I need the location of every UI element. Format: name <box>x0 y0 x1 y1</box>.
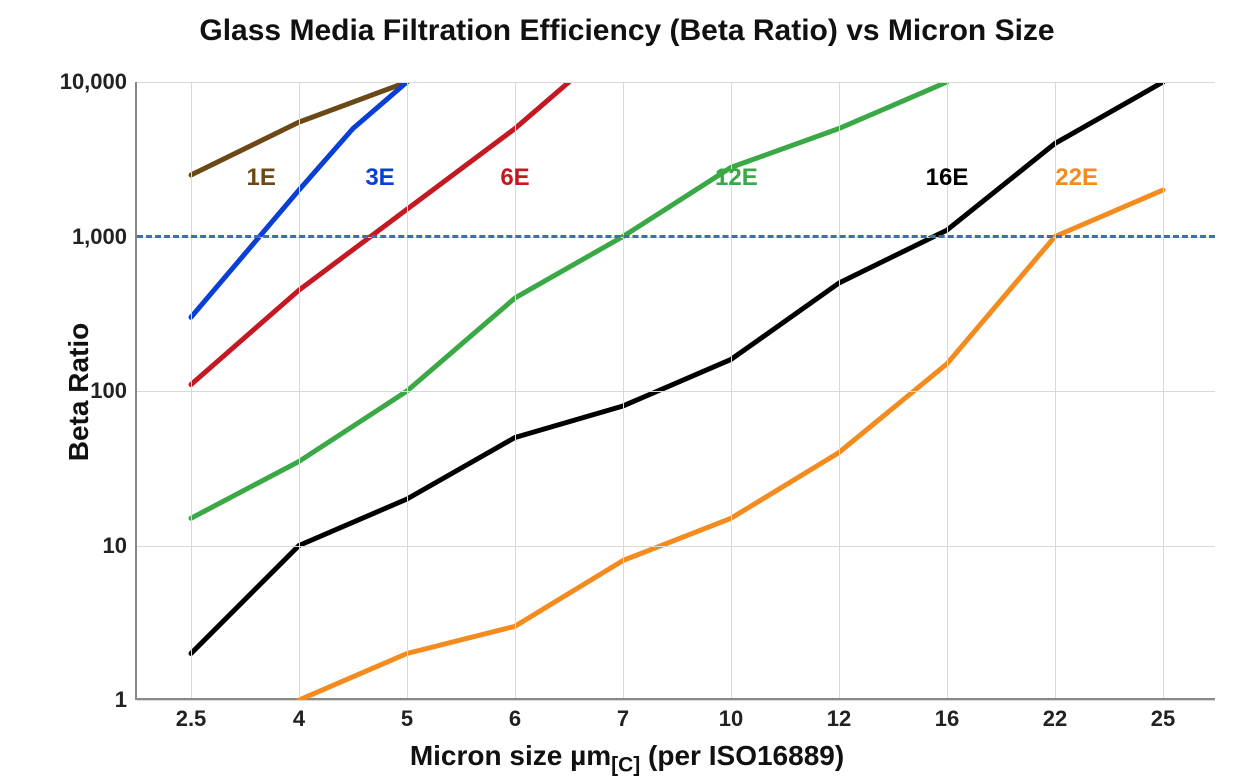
x-axis-label-suffix: (per ISO16889) <box>640 740 844 771</box>
series-label: 3E <box>365 164 394 192</box>
x-tick-label: 4 <box>293 698 305 732</box>
gridline-vertical <box>623 82 624 698</box>
x-tick-label: 10 <box>719 698 743 732</box>
x-tick-label: 22 <box>1043 698 1067 732</box>
y-tick-label: 10,000 <box>60 69 137 95</box>
gridline-vertical <box>407 82 408 698</box>
y-tick-label: 10 <box>103 533 137 559</box>
series-line <box>191 82 1163 653</box>
x-axis-label-sub: [C] <box>611 754 640 777</box>
x-tick-label: 16 <box>935 698 959 732</box>
series-label: 22E <box>1055 164 1098 192</box>
series-label: 16E <box>926 164 969 192</box>
series-line <box>191 82 569 385</box>
plot-area: 1101001,00010,0002.5456710121622251E3E6E… <box>135 82 1215 700</box>
x-tick-label: 12 <box>827 698 851 732</box>
series-label: 1E <box>247 164 276 192</box>
y-tick-label: 1 <box>115 687 137 713</box>
y-tick-label: 100 <box>90 378 137 404</box>
series-label: 12E <box>715 164 758 192</box>
chart-container: Glass Media Filtration Efficiency (Beta … <box>0 0 1254 784</box>
reference-line <box>137 235 1215 238</box>
x-tick-label: 2.5 <box>176 698 207 732</box>
x-tick-label: 7 <box>617 698 629 732</box>
x-axis-label-prefix: Micron size µm <box>410 740 611 771</box>
x-tick-label: 25 <box>1151 698 1175 732</box>
x-tick-label: 5 <box>401 698 413 732</box>
gridline-vertical <box>1163 82 1164 698</box>
y-tick-label: 1,000 <box>72 224 137 250</box>
gridline-vertical <box>299 82 300 698</box>
x-axis-label: Micron size µm[C] (per ISO16889) <box>0 740 1254 778</box>
chart-title: Glass Media Filtration Efficiency (Beta … <box>0 14 1254 48</box>
x-tick-label: 6 <box>509 698 521 732</box>
series-label: 6E <box>500 164 529 192</box>
gridline-vertical <box>839 82 840 698</box>
gridline-vertical <box>191 82 192 698</box>
